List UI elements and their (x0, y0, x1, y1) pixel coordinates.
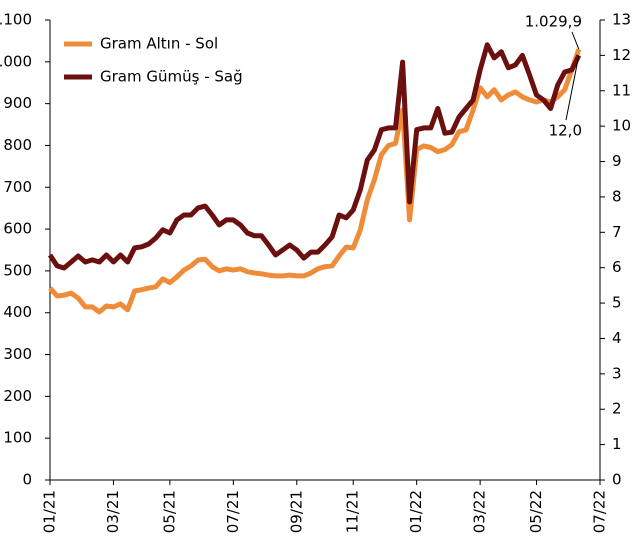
y-tick-label: 300 (3, 345, 32, 363)
y2-tick-label: 13 (612, 11, 631, 29)
y-tick-label: 1.000 (0, 52, 32, 70)
x-tick-label: 05/21 (160, 490, 178, 533)
x-tick-label: 05/22 (527, 490, 545, 533)
annotation-leader (571, 31, 580, 50)
y-tick-label: 0 (22, 471, 32, 489)
y2-tick-label: 8 (612, 187, 622, 205)
y-tick-label: 1.100 (0, 11, 32, 29)
x-tick-label: 01/22 (407, 490, 425, 533)
annotation-leader (565, 55, 580, 121)
y-tick-label: 500 (3, 261, 32, 279)
x-tick-label: 01/21 (41, 490, 59, 533)
x-tick-label: 03/22 (471, 490, 489, 533)
y-tick-label: 600 (3, 220, 32, 238)
y2-tick-label: 3 (612, 364, 622, 382)
y2-tick-label: 5 (612, 294, 622, 312)
y2-tick-label: 4 (612, 329, 622, 347)
y2-tick-label: 11 (612, 81, 631, 99)
x-tick-label: 11/21 (344, 490, 362, 533)
y-tick-label: 100 (3, 429, 32, 447)
y-tick-label: 200 (3, 387, 32, 405)
y2-tick-label: 2 (612, 400, 622, 418)
x-tick-label: 09/21 (287, 490, 305, 533)
y-tick-label: 900 (3, 94, 32, 112)
annotation: 12,0 (549, 122, 582, 140)
y-tick-label: 400 (3, 303, 32, 321)
y-tick-label: 800 (3, 136, 32, 154)
y2-tick-label: 12 (612, 46, 631, 64)
y2-tick-label: 0 (612, 471, 622, 489)
annotation: 1.029,9 (525, 13, 582, 31)
series-line (47, 42, 582, 271)
y2-tick-label: 1 (612, 435, 622, 453)
y2-tick-label: 10 (612, 117, 631, 135)
series-line (48, 48, 582, 315)
y2-tick-label: 6 (612, 258, 622, 276)
x-tick-label: 07/22 (591, 490, 609, 533)
y2-tick-label: 7 (612, 223, 622, 241)
y2-tick-label: 9 (612, 152, 622, 170)
legend-label: Gram Gümüş - Sağ (100, 68, 243, 86)
x-tick-label: 03/21 (104, 490, 122, 533)
x-tick-label: 07/21 (224, 490, 242, 533)
y-tick-label: 700 (3, 178, 32, 196)
legend-label: Gram Altın - Sol (100, 35, 218, 53)
